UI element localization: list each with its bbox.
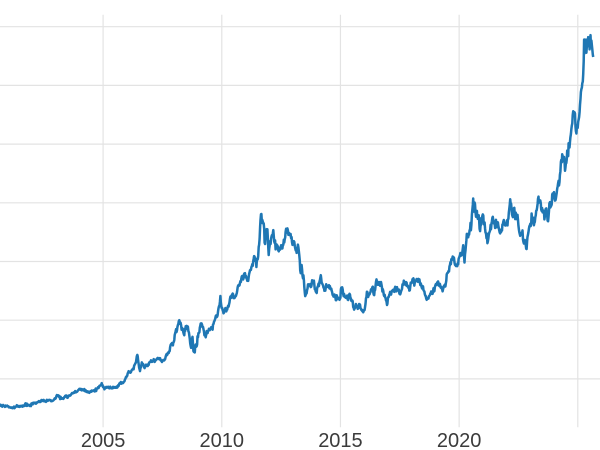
svg-text:2015: 2015: [318, 430, 363, 450]
svg-text:2010: 2010: [200, 430, 245, 450]
svg-text:2020: 2020: [437, 430, 482, 450]
svg-text:2005: 2005: [81, 430, 126, 450]
